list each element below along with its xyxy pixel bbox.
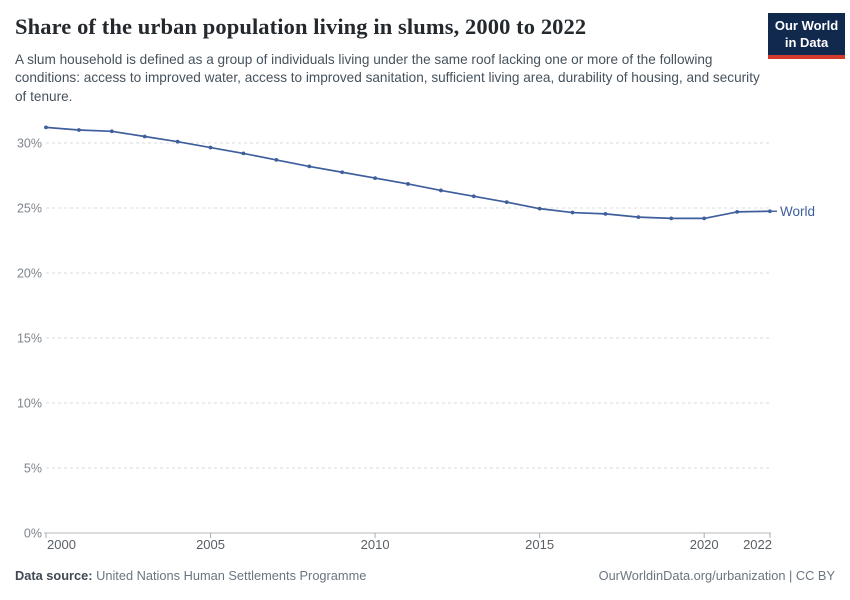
data-point-2003[interactable] xyxy=(142,134,147,139)
data-point-2022[interactable] xyxy=(768,209,772,214)
owid-logo-line2: in Data xyxy=(784,34,829,50)
y-tick-label-20: 20% xyxy=(17,267,42,281)
data-point-2013[interactable] xyxy=(471,194,476,199)
data-point-2011[interactable] xyxy=(406,182,410,186)
y-tick-label-25: 25% xyxy=(17,202,42,216)
y-tick-label-5: 5% xyxy=(24,462,42,476)
x-tick-label-2010: 2010 xyxy=(361,537,390,552)
y-tick-label-15: 15% xyxy=(17,332,42,346)
data-point-2005[interactable] xyxy=(208,145,213,150)
data-point-2008[interactable] xyxy=(307,164,312,169)
owid-logo-line1: Our World xyxy=(774,18,839,33)
data-point-2002[interactable] xyxy=(109,129,114,134)
data-point-2000[interactable] xyxy=(44,125,48,130)
x-tick-label-2000: 2000 xyxy=(47,537,76,552)
data-point-2016[interactable] xyxy=(570,210,575,215)
credit-link[interactable]: OurWorldinData.org/urbanization | CC BY xyxy=(598,568,835,583)
y-tick-label-10: 10% xyxy=(17,397,42,411)
data-source-label: Data source: xyxy=(15,568,93,583)
series-line-world[interactable] xyxy=(45,126,771,220)
data-point-2015[interactable] xyxy=(537,206,542,211)
data-source-value: United Nations Human Settlements Program… xyxy=(96,568,367,583)
x-tick-label-2005: 2005 xyxy=(196,537,225,552)
data-point-2006[interactable] xyxy=(241,151,246,156)
chart-subtitle: A slum household is defined as a group o… xyxy=(15,52,760,104)
y-tick-label-0: 0% xyxy=(24,527,42,541)
data-point-2017[interactable] xyxy=(603,211,608,216)
y-tick-label-30: 30% xyxy=(17,137,42,151)
data-point-2010[interactable] xyxy=(373,176,377,181)
data-point-2009[interactable] xyxy=(340,170,345,175)
data-point-2014[interactable] xyxy=(504,200,509,205)
data-point-2018[interactable] xyxy=(636,215,641,220)
owid-logo[interactable]: Our World in Data xyxy=(768,13,845,60)
data-source: Data source: United Nations Human Settle… xyxy=(15,568,366,583)
data-point-2004[interactable] xyxy=(175,139,180,144)
data-point-2012[interactable] xyxy=(439,188,443,193)
data-point-2021[interactable] xyxy=(735,210,739,214)
chart-title: Share of the urban population living in … xyxy=(15,14,587,39)
x-tick-label-2020: 2020 xyxy=(690,537,719,552)
data-point-2001[interactable] xyxy=(77,128,81,132)
series-label-world[interactable]: World xyxy=(780,204,815,219)
data-point-2007[interactable] xyxy=(274,158,279,162)
x-tick-label-2022: 2022 xyxy=(743,537,772,552)
data-point-2020[interactable] xyxy=(702,216,707,221)
data-point-2019[interactable] xyxy=(669,216,674,221)
x-tick-label-2015: 2015 xyxy=(525,537,554,552)
